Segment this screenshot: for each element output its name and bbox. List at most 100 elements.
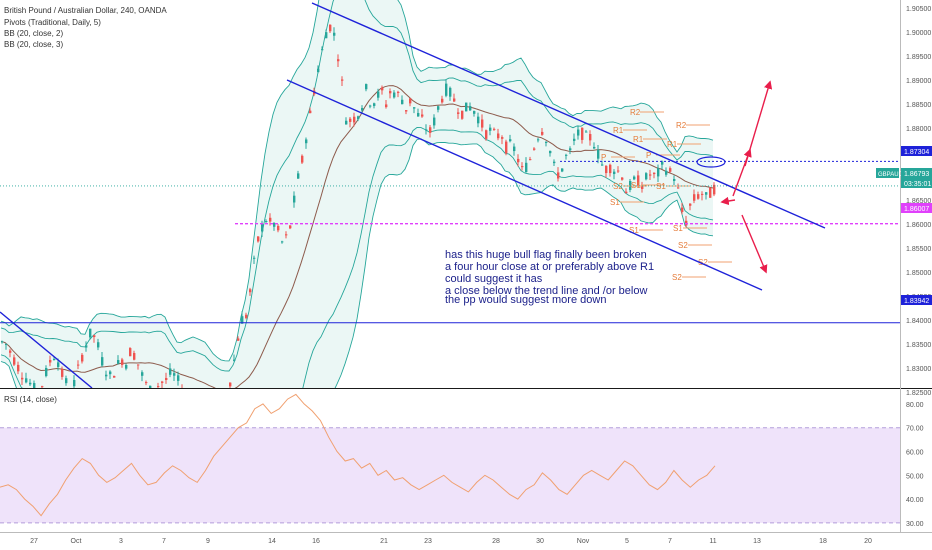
candle-body[interactable] [41,386,44,388]
candle-body[interactable] [165,377,168,381]
candle-body[interactable] [149,385,152,396]
channel-lower[interactable] [286,79,763,291]
candle-body[interactable] [537,139,540,141]
candle-body[interactable] [461,110,464,119]
candle-body[interactable] [369,105,372,107]
candle-body[interactable] [513,146,516,152]
candle-body[interactable] [593,146,596,149]
candle-body[interactable] [25,378,28,383]
candle-body[interactable] [649,174,652,176]
candle-body[interactable] [341,79,344,81]
candle-body[interactable] [349,118,352,122]
candle-body[interactable] [281,241,284,243]
candle-body[interactable] [701,193,704,195]
candle-body[interactable] [233,359,236,361]
drawings[interactable] [0,2,900,388]
candle-body[interactable] [293,195,296,203]
candle-body[interactable] [57,362,60,367]
candle-body[interactable] [633,176,636,180]
indicator-bb-3[interactable]: BB (20, close, 3) [4,40,63,49]
candle-body[interactable] [557,172,560,179]
candle-body[interactable] [9,350,12,353]
candle-body[interactable] [105,374,108,377]
candle-body[interactable] [253,257,256,259]
candle-body[interactable] [437,106,440,110]
candle-body[interactable] [125,365,128,369]
candle-body[interactable] [653,172,656,175]
candle-body[interactable] [641,185,644,189]
candle-body[interactable] [141,372,144,376]
rsi-line[interactable] [0,393,716,517]
candle-body[interactable] [417,113,420,117]
candle-body[interactable] [337,59,340,62]
candle-body[interactable] [1,341,4,343]
candle-body[interactable] [413,107,416,109]
candles[interactable] [1,24,716,409]
candle-body[interactable] [469,106,472,111]
annotation[interactable]: has this huge bull flag finally been bro… [445,249,654,306]
candle-body[interactable] [561,168,564,172]
candle-body[interactable] [449,87,452,97]
candle-body[interactable] [589,134,592,141]
candle-body[interactable] [605,165,608,174]
candle-body[interactable] [81,354,84,362]
candle-body[interactable] [693,194,696,201]
candle-body[interactable] [117,360,120,364]
candle-body[interactable] [133,353,136,360]
candle-body[interactable] [345,120,348,125]
candle-body[interactable] [545,141,548,143]
candle-body[interactable] [101,357,104,366]
candle-body[interactable] [33,383,36,393]
candle-body[interactable] [273,222,276,227]
candle-body[interactable] [613,171,616,175]
candle-body[interactable] [73,380,76,387]
candle-body[interactable] [421,114,424,117]
candle-body[interactable] [713,184,716,195]
candle-body[interactable] [173,373,176,376]
symbol-title[interactable]: British Pound / Australian Dollar, 240, … [4,6,167,15]
candle-body[interactable] [677,187,680,189]
candle-body[interactable] [489,127,492,131]
arrow-down[interactable] [741,214,768,274]
candle-body[interactable] [377,91,380,98]
candle-body[interactable] [533,148,536,150]
candle-body[interactable] [497,133,500,139]
old-trendline[interactable] [0,311,93,388]
candle-body[interactable] [113,375,116,378]
candle-body[interactable] [493,128,496,130]
candle-body[interactable] [709,187,712,198]
candle-body[interactable] [601,164,604,166]
candle-body[interactable] [13,357,16,365]
candle-body[interactable] [669,168,672,172]
candle-body[interactable] [65,378,68,384]
candle-body[interactable] [385,104,388,108]
candle-body[interactable] [581,127,584,140]
candle-body[interactable] [121,359,124,365]
arrow-up-2[interactable] [744,80,773,167]
candle-body[interactable] [629,181,632,190]
price-axis[interactable]: 1.90500 1.90000 1.89500 1.89000 1.88500 1.880… [906,6,931,397]
candle-body[interactable] [237,338,240,341]
time-axis[interactable]: 27 Oct 3 7 9 14 16 21 23 28 30 Nov 5 7 11 13 18 20 [30,538,872,545]
candle-body[interactable] [89,328,92,338]
candle-body[interactable] [297,173,300,179]
candle-body[interactable] [29,382,32,385]
candle-body[interactable] [265,221,268,223]
candle-body[interactable] [381,87,384,91]
indicator-pivots[interactable]: Pivots (Traditional, Daily, 5) [4,18,101,27]
candle-body[interactable] [321,49,324,51]
candle-body[interactable] [261,224,264,232]
candle-body[interactable] [357,116,360,120]
candle-body[interactable] [45,368,48,377]
candle-body[interactable] [445,83,448,96]
candle-body[interactable] [373,103,376,106]
candle-body[interactable] [621,177,624,180]
candle-body[interactable] [429,127,432,133]
candle-body[interactable] [241,316,244,324]
candle-body[interactable] [665,170,668,175]
candle-body[interactable] [325,32,328,39]
candle-body[interactable] [617,170,620,172]
candle-body[interactable] [329,24,332,32]
candle-body[interactable] [77,364,80,366]
candle-body[interactable] [161,381,164,383]
